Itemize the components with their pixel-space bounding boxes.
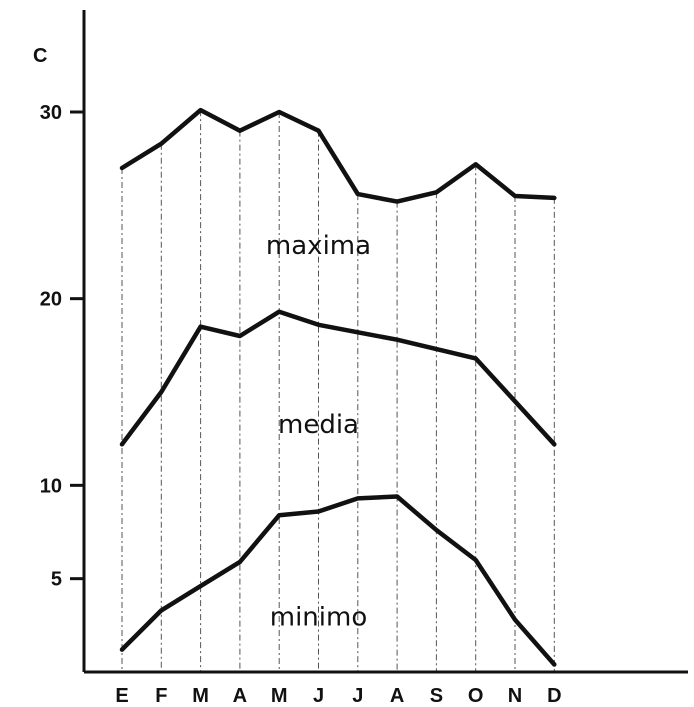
y-tick-label-10: 10 bbox=[40, 475, 62, 497]
vertical-grid bbox=[121, 110, 555, 672]
series-line-minimo bbox=[119, 494, 557, 667]
y-tick-label-20: 20 bbox=[40, 289, 62, 311]
x-tick-label-9: S bbox=[430, 685, 443, 707]
labels: C bbox=[33, 45, 47, 67]
series-label-minimo: minimo bbox=[270, 602, 368, 632]
series-labels: maxima media minimo bbox=[266, 231, 371, 632]
x-tick-label-10: O bbox=[468, 685, 484, 707]
x-tick-label-3: M bbox=[192, 685, 209, 707]
series-lines bbox=[119, 107, 557, 667]
x-tick-label-4: A bbox=[233, 685, 247, 707]
x-tick-label-1: E bbox=[115, 685, 128, 707]
y-tick-label-5: 5 bbox=[51, 569, 62, 591]
axes bbox=[82, 10, 688, 674]
series-line-maxima bbox=[119, 107, 557, 204]
series-line-media bbox=[119, 309, 557, 447]
x-tick-label-7: J bbox=[352, 685, 363, 707]
series-label-media: media bbox=[278, 410, 359, 440]
y-tick-label-30: 30 bbox=[40, 102, 62, 124]
x-tick-label-8: A bbox=[390, 685, 404, 707]
x-tick-label-11: N bbox=[508, 685, 522, 707]
x-tick-label-2: F bbox=[155, 685, 167, 707]
x-tick-label-12: D bbox=[547, 685, 561, 707]
y-unit-label: C bbox=[33, 45, 47, 67]
x-tick-label-6: J bbox=[313, 685, 324, 707]
series-label-maxima: maxima bbox=[266, 231, 371, 261]
y-ticks: 30 20 10 5 bbox=[40, 102, 84, 591]
x-tick-label-5: M bbox=[271, 685, 288, 707]
